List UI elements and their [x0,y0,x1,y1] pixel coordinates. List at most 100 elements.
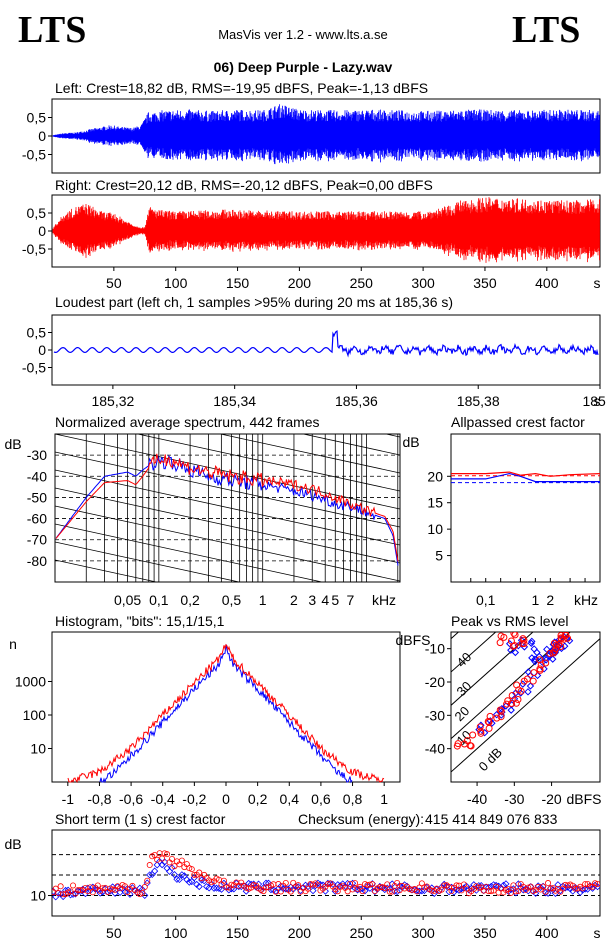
short-crest-point-right [191,871,198,878]
short-crest-point-right [305,885,312,892]
short-crest-point-left [512,889,520,897]
histogram-xtick-label: 0,8 [343,791,363,807]
checksum-label: Checksum (energy): [298,811,425,827]
peak-rms-crest-line [451,632,571,740]
loudest-frame [51,314,601,386]
short-crest-xtick-label: 350 [473,925,497,941]
short-crest-point-left [537,883,545,892]
short-crest-point-left [542,889,550,897]
allpassed-ytick-label: 15 [427,495,443,511]
short-crest-point-left [237,882,245,891]
short-crest-point-left [371,887,379,896]
short-crest-point-right [359,888,366,895]
histogram-xtick-label: -0,6 [119,791,143,807]
short-crest-xtick-label: 50 [106,925,122,941]
right-wave-xtick-label: 300 [411,275,435,291]
short-crest-point-left [472,886,480,894]
short-crest-point-left [195,882,203,891]
short-crest-point-right [483,883,490,890]
short-crest-point-right [540,883,547,890]
short-crest-point-right [512,888,519,895]
short-crest-point-right [139,889,146,896]
short-crest-point-left [185,878,193,886]
short-crest-point-right [67,888,74,895]
app-title: MasVis ver 1.2 - www.lts.a.se [218,27,388,42]
short-crest-point-left [341,882,349,890]
peak-rms-diag-label: 20 [452,703,473,724]
allpassed-xtick-label: 0,1 [476,592,496,608]
short-crest-point-right [168,855,175,862]
short-crest-point-left [309,887,317,895]
short-crest-point-left [198,876,206,884]
peak-rms-point-right [557,643,565,651]
spectrum-frame [54,433,401,583]
peak-rms-point-left [480,729,489,737]
short-crest-point-left [524,887,532,895]
short-crest-point-right [171,863,178,870]
right-wave-xtick-label: 400 [535,275,559,291]
short-crest-point-left [366,884,374,892]
peak-rms-point-right [550,639,558,647]
peak-rms-point-right [504,697,512,705]
spectrum-xunit: kHz [372,592,396,608]
short-crest-point-left [173,875,181,883]
spectrum-xtick-label: 5 [331,592,339,608]
short-crest-point-right [545,880,552,887]
short-crest-point-right [99,885,106,892]
short-crest-point-right [369,881,376,888]
logo-left: LTS [18,9,87,51]
short-crest-point-right [290,879,297,886]
short-crest-point-right [220,877,227,884]
right-wave-xtick-label: 150 [226,275,250,291]
peak-rms-point-left [524,688,532,696]
loudest-ytick-label: 0 [38,342,46,358]
spectrum-slope-line [55,451,400,528]
peak-rms-point-right [529,677,537,685]
short-crest-point-right [77,886,84,893]
short-crest-point-right [428,887,435,894]
spectrum-xtick-label: 0,05 [114,592,141,608]
left-wave-ytick-label: 0,5 [27,110,47,126]
peak-rms-point-left [524,668,532,676]
short-crest-point-left [447,883,456,891]
short-crest-point-left [217,885,226,893]
right-wave-xtick-label: 50 [106,275,122,291]
allpassed-ytick-label: 10 [427,521,443,537]
peak-rms-point-right [520,640,528,648]
allpassed-series-left [451,472,600,483]
spectrum-xtick-label: 2 [290,592,298,608]
short-crest-point-left [331,887,339,895]
peak-rms-point-right [454,740,462,748]
right-wave-ytick-label: 0 [38,223,46,239]
spectrum-slope-line [55,559,159,582]
peak-rms-ylabel: dBFS [395,632,430,648]
peak-rms-point-right [530,669,538,677]
short-crest-point-right [488,888,495,895]
spectrum-slope-line [55,308,400,383]
short-crest-point-right [379,884,386,891]
short-crest-title: Short term (1 s) crest factor [55,811,226,827]
peak-rms-point-right [511,642,519,650]
histogram-frame [51,631,401,783]
short-crest-point-right [389,888,396,895]
short-crest-point-right [458,887,465,894]
short-crest-point-left [329,880,337,888]
peak-rms-point-left [527,639,536,647]
short-crest-point-right [587,883,594,890]
spectrum-slope-line [55,505,400,582]
peak-rms-point-right [467,742,475,750]
spectrum-slope-line [218,434,400,474]
short-crest-point-left [457,885,466,893]
peak-rms-point-right [496,706,504,714]
spectrum-series-right [55,453,399,562]
short-crest-point-right [463,885,470,892]
short-crest-point-right [277,888,284,895]
short-crest-point-right [475,884,482,891]
spectrum-xtick-label: 4 [321,592,329,608]
short-crest-point-right [352,880,359,887]
spectrum-xtick-label: 0,2 [180,592,200,608]
allpassed-ylabel: dB [402,434,419,450]
short-crest-point-right [547,885,554,892]
short-crest-point-left [146,871,154,879]
